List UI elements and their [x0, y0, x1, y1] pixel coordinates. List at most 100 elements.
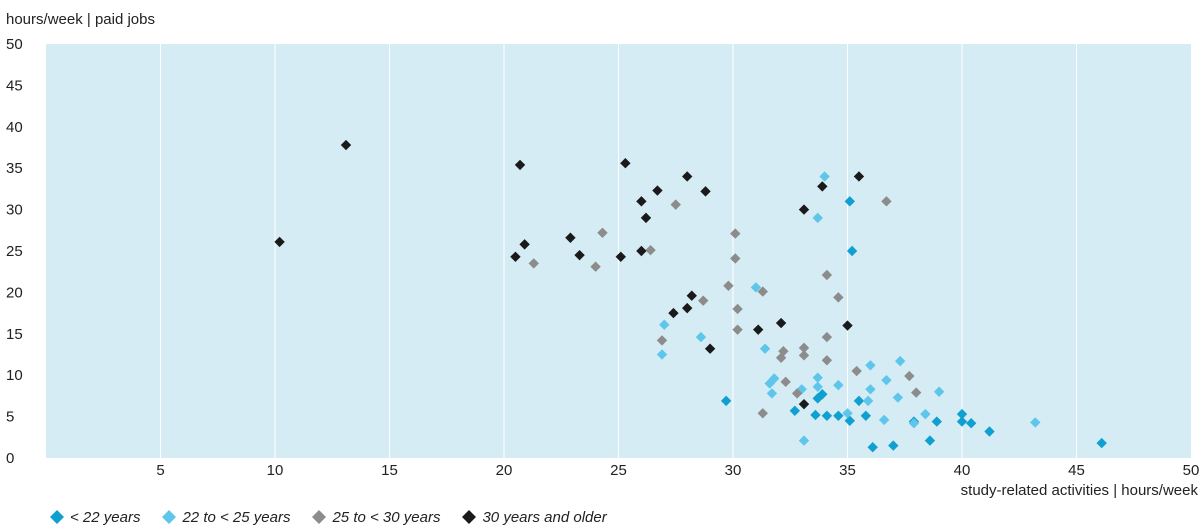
data-point-series-3: [851, 365, 862, 377]
y-tick-label: 10: [6, 367, 23, 384]
data-point-series-3: [732, 324, 743, 335]
data-point-series-2: [1030, 417, 1041, 428]
legend-label: 22 to < 25 years: [182, 508, 291, 526]
data-point-series-3: [730, 253, 741, 264]
y-tick-label: 40: [6, 119, 23, 136]
data-point-series-3: [798, 350, 810, 361]
data-point-series-4: [640, 212, 652, 224]
legend-label: < 22 years: [70, 508, 141, 526]
data-point-series-3: [798, 342, 810, 354]
data-point-series-2: [812, 381, 823, 392]
data-point-series-2: [862, 395, 874, 407]
data-point-series-4: [668, 307, 679, 319]
data-point-series-4: [704, 343, 716, 354]
data-point-series-1: [867, 442, 878, 453]
data-point-series-2: [920, 408, 931, 420]
data-point-series-4: [565, 232, 576, 243]
data-point-series-2: [865, 384, 876, 395]
x-tick-label: 30: [725, 462, 742, 479]
data-point-series-4: [636, 196, 647, 207]
data-point-series-2: [759, 343, 771, 354]
data-point-series-4: [574, 249, 585, 261]
data-point-series-3: [645, 244, 656, 256]
data-point-series-2: [656, 349, 668, 360]
data-point-series-3: [778, 345, 789, 357]
data-point-series-3: [528, 258, 539, 269]
data-point-series-4: [652, 185, 663, 196]
data-point-series-3: [730, 228, 741, 239]
y-tick-label: 5: [6, 409, 14, 426]
data-point-series-1: [1096, 437, 1107, 449]
data-point-series-2: [892, 392, 904, 403]
data-point-series-4: [682, 302, 693, 314]
x-tick-label: 20: [496, 462, 513, 479]
data-point-series-3: [757, 286, 768, 297]
legend-item-2: 22 to < 25 years: [162, 509, 290, 526]
data-point-series-4: [620, 158, 631, 169]
y-tick-label: 50: [6, 36, 23, 53]
y-tick-label: 20: [6, 284, 23, 301]
data-point-series-2: [933, 386, 945, 397]
data-point-series-2: [894, 355, 906, 367]
data-point-series-1: [789, 405, 801, 417]
y-tick-label: 25: [6, 243, 23, 260]
y-tick-label: 0: [6, 450, 14, 467]
data-point-series-2: [659, 319, 670, 330]
legend-diamond-icon: [462, 510, 477, 524]
legend-item-4: 30 years and older: [462, 509, 607, 526]
data-point-series-4: [682, 171, 693, 182]
data-point-series-3: [821, 331, 833, 343]
data-point-series-2: [750, 282, 762, 293]
data-point-series-3: [590, 261, 601, 272]
data-point-series-1: [956, 408, 968, 420]
data-point-series-1: [833, 410, 844, 421]
data-point-series-4: [274, 236, 285, 248]
data-point-series-1: [810, 409, 821, 421]
data-point-series-4: [798, 398, 810, 410]
data-point-series-1: [931, 416, 943, 427]
legend-diamond-icon: [50, 510, 64, 524]
data-point-series-3: [656, 335, 668, 346]
data-point-series-2: [812, 372, 823, 383]
data-point-series-2: [766, 388, 778, 399]
data-point-series-1: [956, 416, 968, 427]
data-point-series-1: [924, 435, 936, 446]
y-tick-label: 15: [6, 326, 23, 343]
data-point-series-3: [723, 280, 734, 291]
data-point-series-1: [888, 440, 899, 451]
data-point-series-4: [752, 324, 764, 335]
data-point-series-2: [796, 384, 807, 395]
data-point-series-4: [340, 139, 352, 151]
data-point-series-3: [821, 269, 833, 281]
data-point-series-2: [908, 418, 920, 429]
x-tick-labels: 5 10 15 20 25 30 35 40 45 50: [156, 462, 1199, 479]
data-point-series-2: [881, 374, 892, 386]
data-point-series-2: [812, 212, 823, 224]
data-point-series-4: [636, 245, 647, 257]
data-point-series-3: [670, 199, 681, 210]
data-point-series-4: [798, 204, 810, 215]
data-point-series-3: [881, 196, 892, 207]
legend-item-3: 25 to < 30 years: [312, 509, 440, 526]
data-point-series-2: [865, 360, 876, 371]
legend-diamond-icon: [162, 510, 177, 524]
x-tick-label: 5: [156, 462, 164, 479]
x-tick-label: 25: [610, 462, 627, 479]
data-point-series-2: [798, 435, 810, 446]
data-point-series-2: [833, 379, 844, 391]
grid-lines: [160, 44, 1077, 458]
data-point-series-4: [700, 186, 711, 197]
data-point-series-1: [860, 410, 872, 421]
data-point-series-3: [757, 408, 768, 419]
data-point-series-2: [769, 373, 780, 384]
data-point-series-1: [853, 395, 865, 407]
data-point-series-4: [519, 239, 530, 250]
data-point-series-1: [821, 410, 833, 421]
data-point-series-3: [732, 303, 743, 315]
data-point-series-1: [965, 418, 977, 429]
x-axis-title: study-related activities | hours/week: [961, 482, 1199, 499]
data-point-series-1: [846, 245, 858, 257]
data-point-series-2: [695, 331, 707, 343]
data-point-series-4: [775, 317, 787, 329]
